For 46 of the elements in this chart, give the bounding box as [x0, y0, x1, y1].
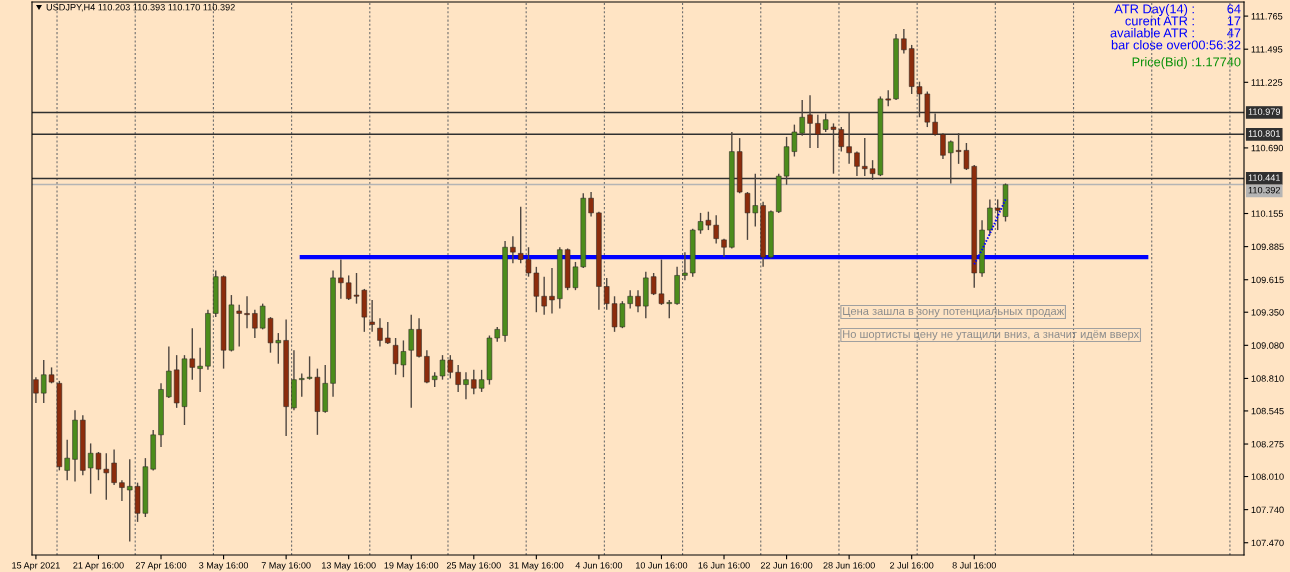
chart-title: USDJPY,H4 110.203 110.393 110.170 110.392 [46, 3, 235, 12]
x-tick-label: 21 Apr 16:00 [73, 562, 124, 571]
annotation: Price(Bid) :1.17740 [1132, 57, 1241, 69]
y-tick-label: 108.010 [1251, 473, 1284, 480]
y-tick-label: 111.495 [1251, 46, 1283, 53]
annotation: 47 [1227, 28, 1241, 38]
x-tick-label: 13 May 16:00 [322, 562, 376, 571]
x-tick-label: 28 Jun 16:00 [823, 562, 875, 569]
x-tick-label: 16 Jun 16:00 [698, 562, 750, 569]
annotation: 17 [1227, 16, 1241, 26]
annotation: bar close over00:56:32 [1111, 40, 1241, 50]
x-tick-label: 2 Jul 16:00 [890, 561, 934, 569]
y-tick-label: 108.545 [1251, 407, 1284, 415]
x-tick-label: 4 Jun 16:00 [575, 562, 623, 569]
y-tick-label: 107.470 [1251, 539, 1284, 547]
y-tick-label: 108.275 [1251, 440, 1284, 448]
x-tick-label: 27 Apr 16:00 [135, 562, 187, 571]
y-tick-label: 109.615 [1251, 276, 1284, 284]
x-tick-label: 10 Jun 16:00 [636, 562, 688, 569]
x-tick-label: 19 May 16:00 [384, 562, 439, 571]
annotation: Но шортисты цену не утащили вниз, а значит идём вверх [843, 330, 1140, 341]
ref-line-label: 110.441 [1248, 174, 1281, 181]
x-tick-label: 31 May 16:00 [509, 562, 564, 571]
x-tick-label: 22 Jun 16:00 [760, 562, 813, 569]
y-tick-label: 109.080 [1251, 342, 1284, 349]
annotation: ATR Day(14) : [1114, 4, 1194, 16]
x-tick-label: 25 May 16:00 [446, 562, 501, 571]
ref-line-label: 110.979 [1248, 108, 1281, 115]
annotation: 64 [1227, 4, 1241, 14]
y-tick-label: 111.765 [1251, 13, 1283, 20]
ref-line-label: 110.801 [1248, 130, 1281, 137]
x-tick-label: 3 May 16:00 [199, 562, 249, 571]
y-tick-label: 110.690 [1251, 144, 1284, 152]
y-tick-label: 107.740 [1251, 506, 1284, 514]
y-tick-label: 109.350 [1251, 309, 1284, 316]
annotation: Цена зашла в зону потенциальных продаж [843, 307, 1065, 318]
annotation: available ATR : [1110, 28, 1194, 38]
y-tick-label: 109.885 [1251, 243, 1284, 251]
y-tick-label: 111.225 [1251, 79, 1283, 86]
y-tick-label: 108.810 [1251, 375, 1284, 382]
ref-line-label: 110.392 [1248, 186, 1280, 194]
x-tick-label: 15 Apr 2021 [12, 562, 60, 571]
x-tick-label: 7 May 16:00 [261, 562, 311, 571]
y-tick-label: 110.155 [1251, 210, 1284, 217]
annotation: curent ATR : [1125, 16, 1194, 26]
x-tick-label: 8 Jul 16:00 [952, 561, 996, 569]
